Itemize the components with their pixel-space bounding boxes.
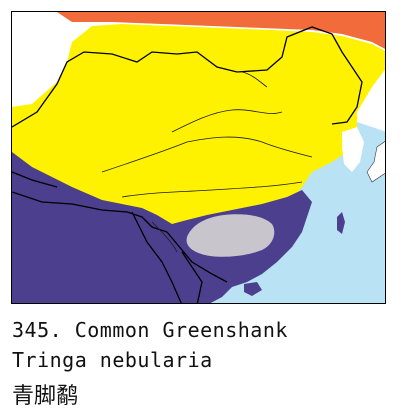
- korea-peninsula: [342, 127, 364, 172]
- land-white-area: [12, 12, 82, 132]
- japan-island: [366, 141, 385, 183]
- scientific-name: Tringa nebularia: [12, 348, 213, 372]
- hainan-island: [244, 282, 262, 296]
- wintering-range-purple: [12, 152, 312, 303]
- gray-area: [186, 214, 275, 257]
- chinese-name: 青脚鹬: [12, 384, 79, 409]
- country-borders: [12, 26, 363, 303]
- range-map: [11, 11, 386, 304]
- species-number-and-common-name: 345. Common Greenshank: [12, 318, 288, 342]
- passage-range-yellow: [12, 24, 385, 227]
- breeding-range-orange: [57, 12, 385, 49]
- taiwan-island: [337, 212, 345, 234]
- rivers: [101, 71, 313, 253]
